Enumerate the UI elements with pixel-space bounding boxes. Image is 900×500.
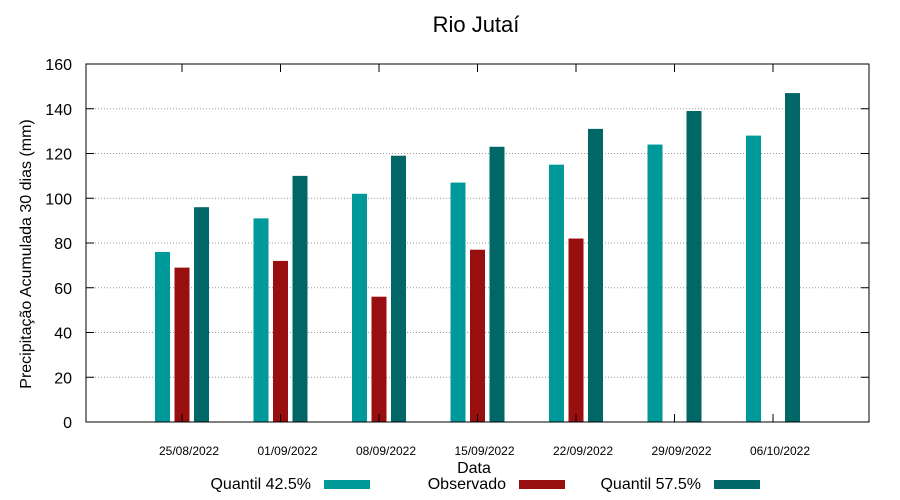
y-tick-label: 160 <box>45 57 72 74</box>
y-tick-label: 0 <box>63 415 72 432</box>
x-tick-label: 25/08/2022 <box>159 444 219 458</box>
x-tick-label: 15/09/2022 <box>454 444 514 458</box>
y-axis-label: Precipitação Acumulada 30 dias (mm) <box>18 119 35 388</box>
bar-2-6 <box>785 93 800 423</box>
y-tick-label: 120 <box>45 147 72 164</box>
x-tick-label: 29/09/2022 <box>651 444 711 458</box>
legend-swatch-2 <box>714 480 760 489</box>
legend-swatch-1 <box>519 480 565 489</box>
x-tick-label: 06/10/2022 <box>750 444 810 458</box>
y-tick-label: 140 <box>45 102 72 119</box>
bars <box>155 93 800 423</box>
legend-label-0: Quantil 42.5% <box>210 476 311 493</box>
bar-0-2 <box>352 193 367 422</box>
x-tick-label: 08/09/2022 <box>356 444 416 458</box>
y-axis-ticks: 0 20 40 60 80 100 120 140 160 <box>45 57 869 432</box>
legend-label-2: Quantil 57.5% <box>600 476 701 493</box>
bar-1-2 <box>371 296 387 422</box>
bar-1-4 <box>568 238 584 422</box>
bar-0-6 <box>746 135 761 422</box>
legend-label-1: Observado <box>428 476 506 493</box>
bar-0-3 <box>450 182 466 422</box>
chart-title: Rio Jutaí <box>433 12 520 37</box>
y-tick-label: 80 <box>54 236 72 253</box>
x-tick-label: 01/09/2022 <box>257 444 317 458</box>
bar-1-3 <box>470 249 485 422</box>
bar-2-4 <box>588 128 603 422</box>
y-tick-label: 40 <box>54 326 72 343</box>
bar-0-4 <box>549 164 564 422</box>
bar-1-1 <box>273 260 288 422</box>
x-axis-ticks: 25/08/2022 01/09/2022 08/09/2022 15/09/2022… <box>159 64 810 458</box>
bar-2-1 <box>292 175 308 422</box>
bar-0-5 <box>647 144 663 423</box>
x-axis-label: Data <box>457 460 491 477</box>
legend: Quantil 42.5% Observado Quantil 57.5% <box>210 476 760 493</box>
y-tick-label: 20 <box>54 370 72 387</box>
y-tick-label: 100 <box>45 191 72 208</box>
bar-2-3 <box>489 146 505 422</box>
bar-1-0 <box>174 267 190 422</box>
bar-0-1 <box>253 218 269 422</box>
y-tick-label: 60 <box>54 281 72 298</box>
bar-2-0 <box>194 207 209 422</box>
bar-2-2 <box>391 155 406 423</box>
legend-swatch-0 <box>324 480 370 489</box>
bar-2-5 <box>686 110 702 423</box>
x-tick-label: 22/09/2022 <box>553 444 613 458</box>
bar-0-0 <box>155 251 170 422</box>
